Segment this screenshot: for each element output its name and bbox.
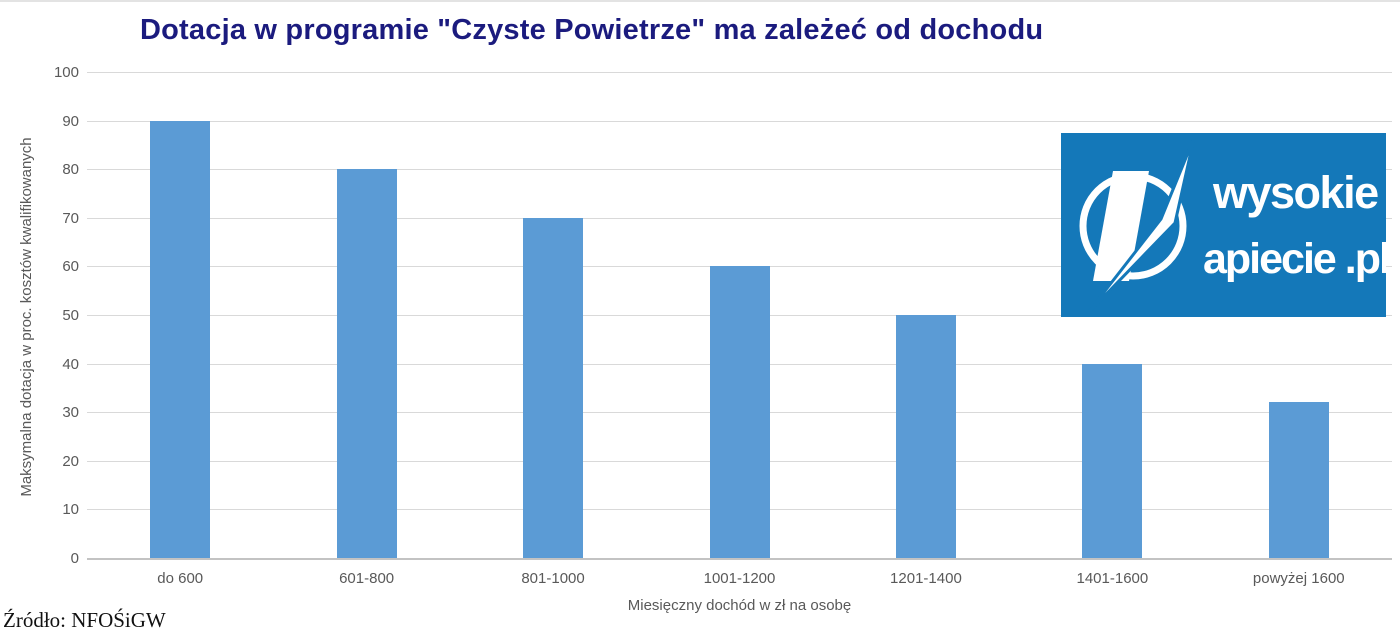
y-tick-label: 20 (62, 452, 79, 470)
gridline (87, 72, 1392, 73)
y-tick-label: 50 (62, 307, 79, 324)
x-tick-label: 801-1000 (521, 570, 585, 587)
logo-n-bar-icon (1093, 171, 1149, 281)
logo-text-line1: wysokie (1212, 167, 1378, 218)
y-tick-label: 70 (62, 209, 79, 227)
x-tick-label: 1001-1200 (703, 570, 776, 587)
gridline (87, 169, 1392, 171)
logo-text-line2: apiecie .pl (1203, 235, 1386, 283)
y-tick-label: 90 (62, 112, 79, 130)
plot-area (87, 72, 1392, 560)
y-tick-label: 0 (70, 550, 79, 567)
x-tick-label: do 600 (157, 570, 204, 587)
bar-601-800 (336, 169, 397, 558)
x-axis-line (87, 558, 1392, 560)
y-tick-label: 100 (53, 64, 79, 81)
bar-do 600 (150, 120, 211, 558)
y-tick-label: 80 (62, 161, 79, 179)
y-tick-label: 30 (62, 404, 79, 422)
top-border-line (0, 0, 1400, 2)
wysokienapiecie-logo: wysokie apiecie .pl (1061, 133, 1386, 317)
bar-1401-1600 (1082, 363, 1143, 558)
source-note: Źródło: NFOŚiGW (3, 608, 166, 632)
bar-801-1000 (523, 217, 584, 558)
gridline (87, 120, 1392, 122)
x-tick-label: 601-800 (339, 570, 395, 587)
x-tick-label: 1201-1400 (890, 570, 962, 587)
y-tick-label: 10 (62, 501, 79, 519)
bar-1001-1200 (709, 266, 770, 558)
y-tick-label: 40 (62, 355, 79, 373)
logo-lightning-icon (1085, 137, 1196, 316)
gridline (87, 217, 1392, 219)
x-tick-label: 1401-1600 (1076, 570, 1149, 587)
x-tick-label: powyżej 1600 (1252, 570, 1345, 587)
y-tick-label: 60 (62, 258, 79, 276)
chart-title: Dotacja w programie "Czyste Powietrze" m… (140, 14, 1044, 46)
bar-1201-1400 (895, 315, 956, 558)
bar-powyżej 1600 (1268, 402, 1329, 558)
x-axis-title: Miesięczny dochód w zł na osobę (627, 597, 852, 614)
